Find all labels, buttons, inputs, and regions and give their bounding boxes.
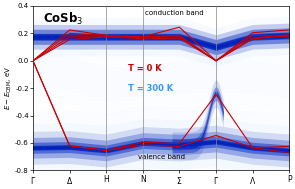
Y-axis label: $E-E_{\mathrm{CBM}}$, eV: $E-E_{\mathrm{CBM}}$, eV — [4, 66, 14, 110]
Text: CoSb$_3$: CoSb$_3$ — [43, 11, 83, 27]
Text: valence band: valence band — [137, 154, 185, 160]
Text: T = 0 K: T = 0 K — [128, 64, 161, 73]
Text: T = 300 K: T = 300 K — [128, 84, 173, 93]
Text: conduction band: conduction band — [145, 10, 203, 16]
